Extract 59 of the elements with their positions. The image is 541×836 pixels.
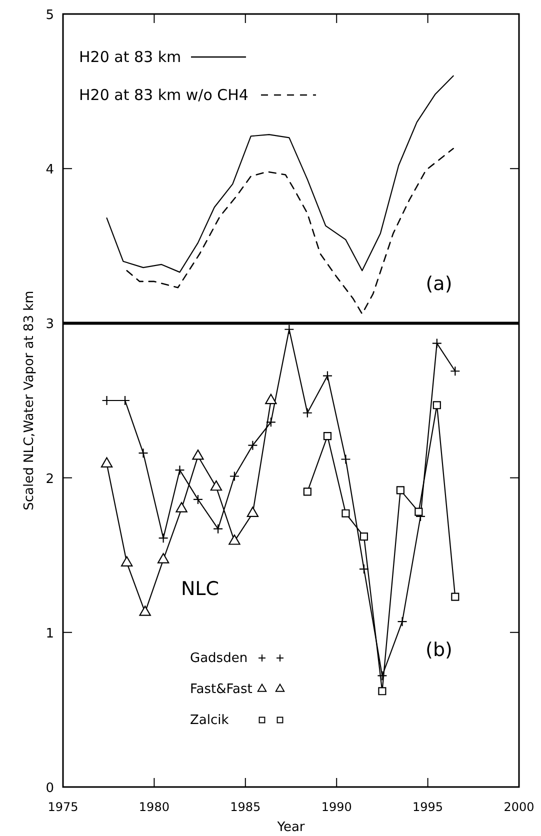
point [228,534,240,545]
legend-label: Fast&Fast [190,682,252,697]
point [358,564,370,574]
point [396,486,404,494]
y-tick-label: 2 [46,472,54,487]
x-axis-title: Year [276,820,306,835]
y-tick-label: 3 [46,317,54,332]
point [229,471,240,482]
point [342,509,350,518]
point [158,533,168,544]
point [397,616,408,627]
point [432,338,442,348]
point [100,457,113,468]
point [210,480,222,491]
point [378,687,386,696]
x-tick-label: 1980 [138,800,170,814]
y-tick-label: 5 [46,8,54,23]
point [360,532,368,541]
point [265,394,277,404]
x-tick-label: 2000 [504,800,534,814]
point [192,449,204,460]
x-tick-label: 1995 [412,800,444,814]
point [120,556,133,566]
point [174,465,185,476]
y-axis-title: Scaled NLC,Water Vapor at 83 km [22,290,37,510]
point [451,592,460,601]
point [192,494,204,504]
point [139,606,151,616]
point [377,670,388,681]
legend-label: Gadsden [190,651,248,666]
point [323,432,332,440]
point [212,524,224,534]
point [302,408,312,418]
annotation: (b) [426,639,452,661]
point [432,401,441,410]
point [176,502,188,512]
point [246,506,259,517]
line-series [126,148,454,315]
point [138,448,148,458]
annotation: NLC [180,578,220,600]
x-tick-label: 1975 [48,800,78,814]
point [450,366,460,376]
x-tick-label: 1985 [230,800,261,814]
y-tick-label: 1 [46,626,54,642]
x-tick-label: 1990 [321,800,352,814]
point [266,417,276,428]
y-tick-label: 0 [46,781,54,796]
legend-label: Zalcik [190,713,230,728]
y-tick-label: 4 [46,162,54,178]
legend-label: H20 at 83 km [79,48,182,66]
point [284,324,294,334]
legend-label: H20 at 83 km w/o CH4 [79,86,248,104]
point [303,488,312,496]
point [322,370,333,381]
point [414,508,423,516]
point [157,553,170,564]
annotation: (a) [426,273,452,295]
point [248,440,258,450]
point [340,454,351,464]
